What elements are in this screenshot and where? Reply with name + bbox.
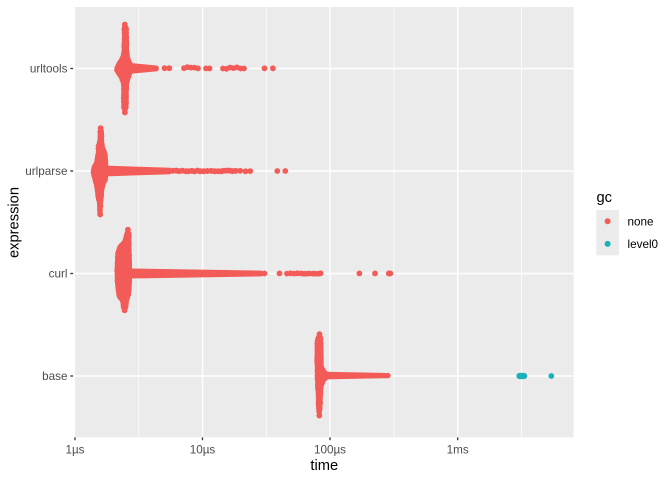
svg-text:curl: curl (49, 268, 68, 281)
svg-text:urlparse: urlparse (25, 165, 67, 178)
svg-text:base: base (42, 370, 67, 383)
svg-text:none: none (628, 215, 654, 228)
svg-text:time: time (310, 458, 338, 474)
svg-text:gc: gc (597, 190, 613, 206)
svg-text:100µs: 100µs (314, 443, 346, 456)
svg-text:expression: expression (7, 187, 23, 258)
svg-text:1ms: 1ms (447, 443, 469, 456)
svg-text:10µs: 10µs (190, 443, 216, 456)
svg-text:urltools: urltools (30, 63, 68, 76)
svg-text:1µs: 1µs (65, 443, 84, 456)
svg-text:level0: level0 (628, 238, 659, 251)
